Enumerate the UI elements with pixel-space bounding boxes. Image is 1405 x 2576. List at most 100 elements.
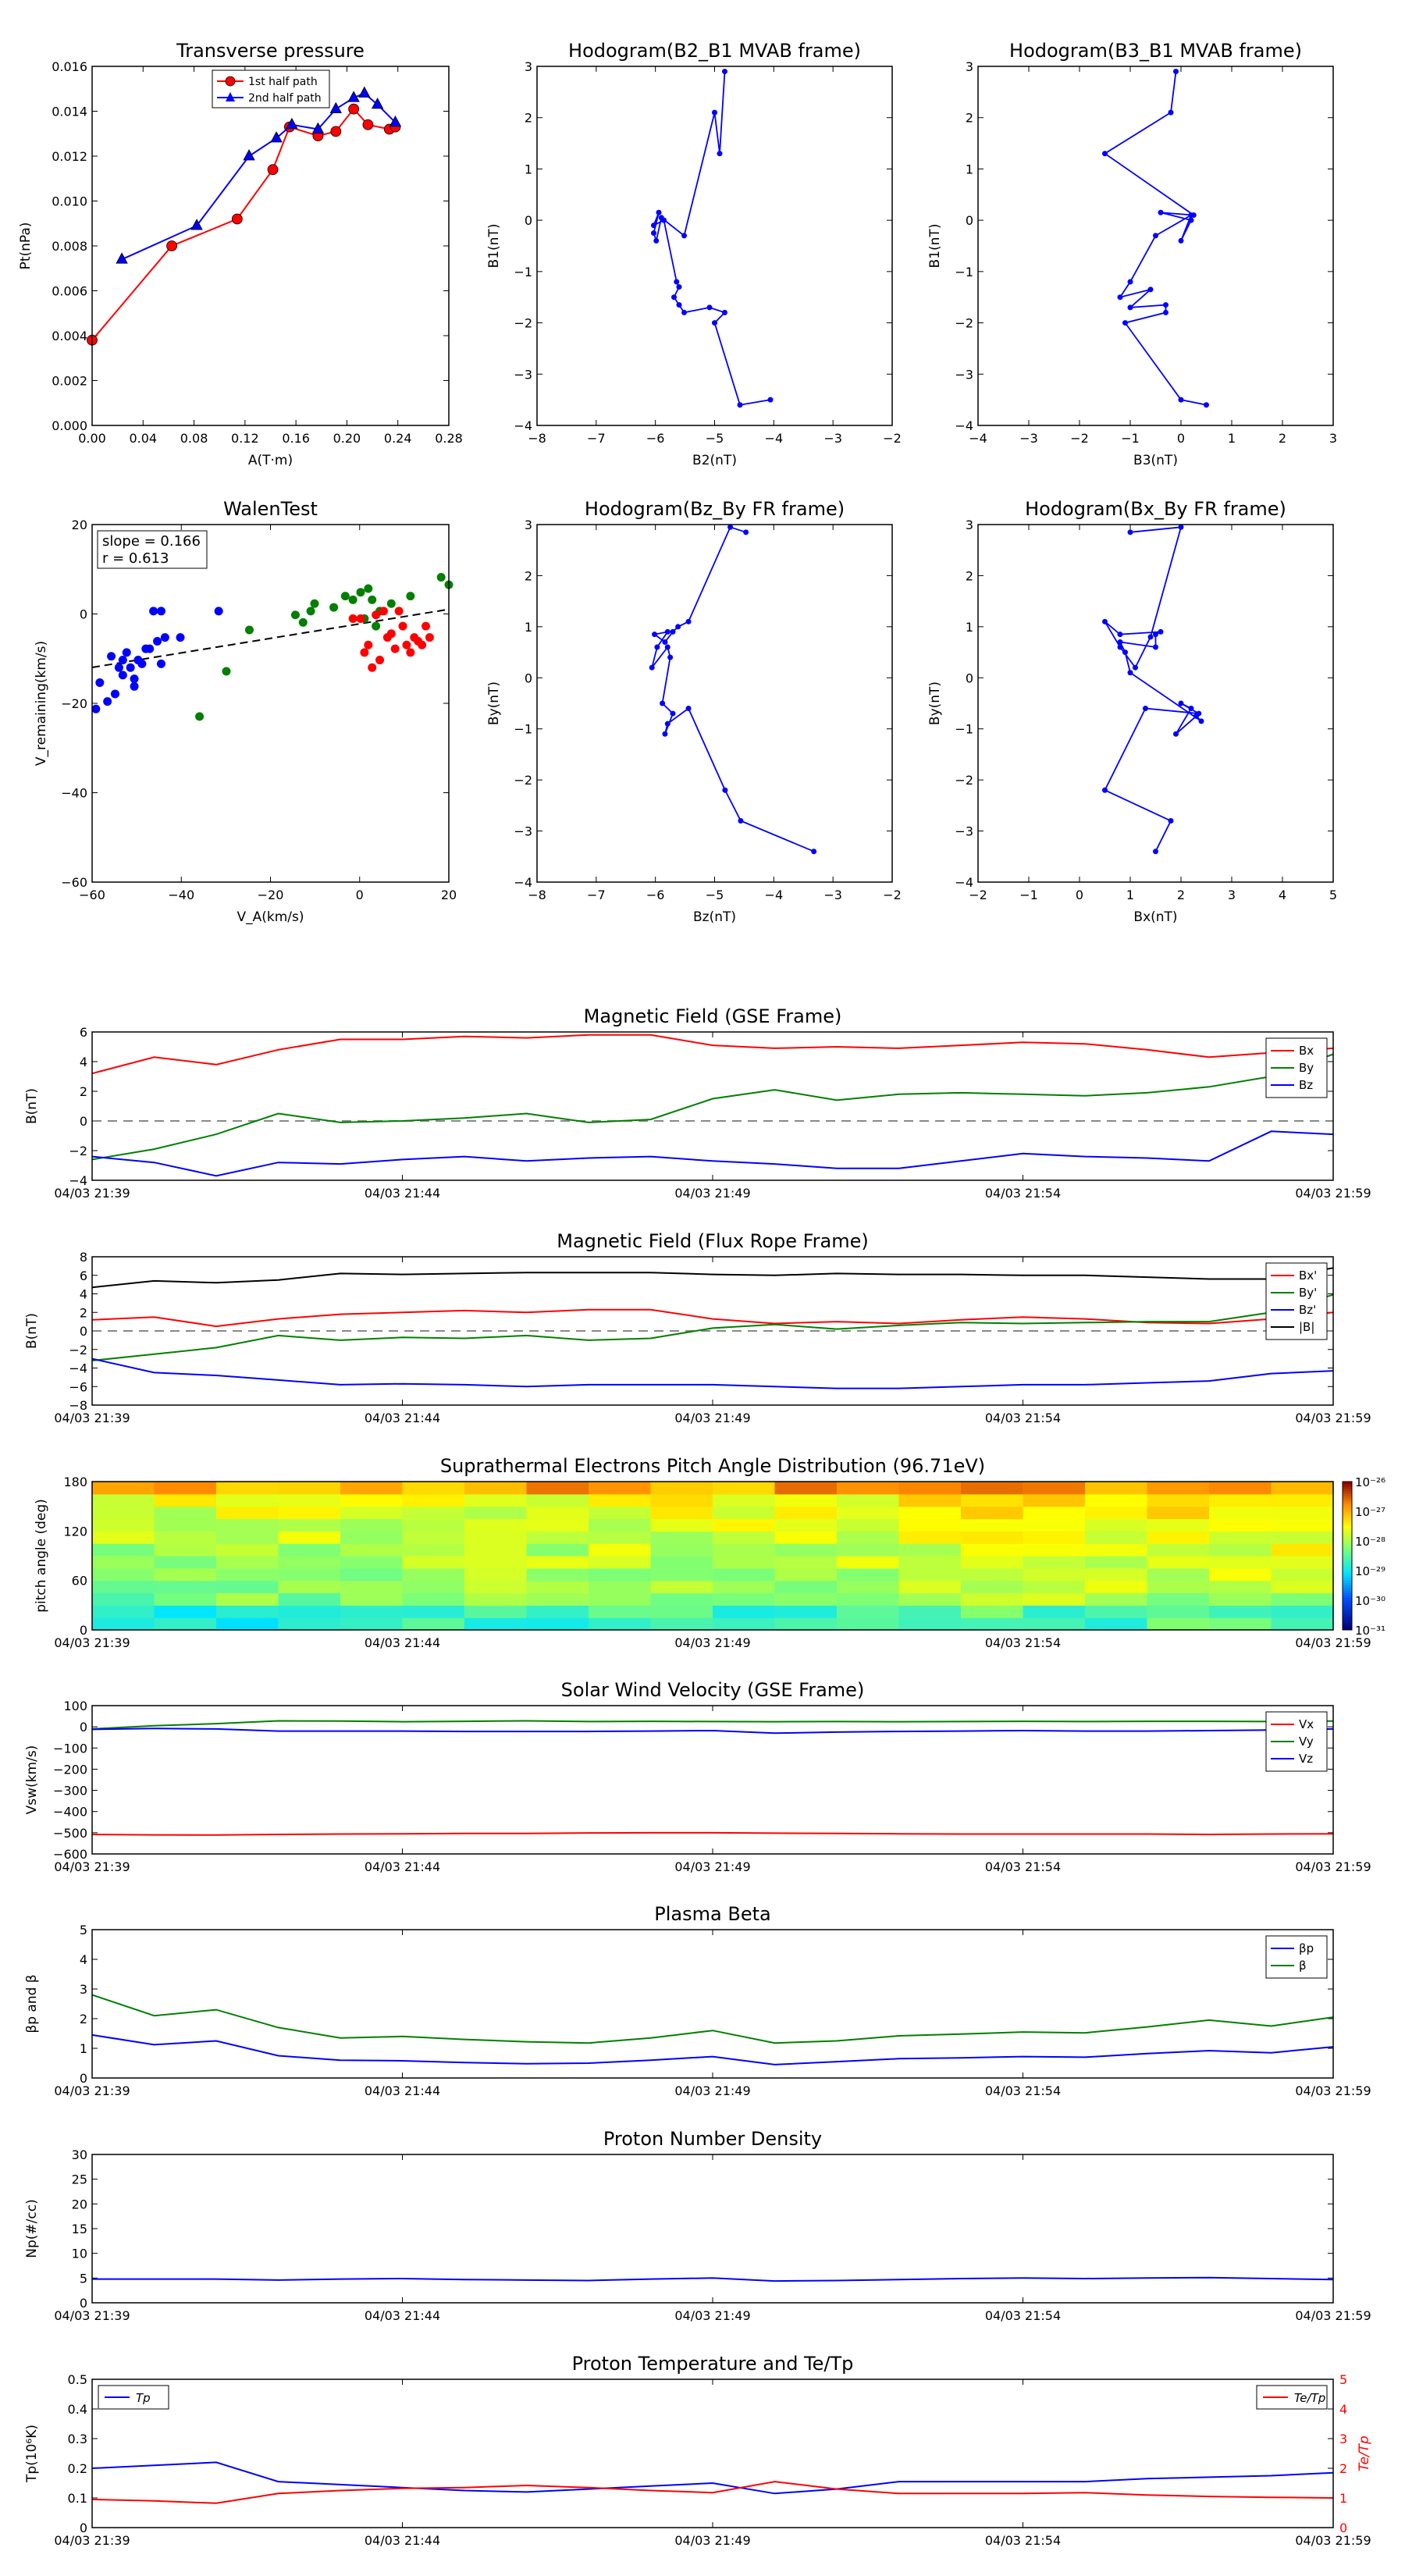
heatmap-cell: [1271, 1592, 1334, 1606]
heatmap-cell: [340, 1506, 404, 1520]
heatmap-cell: [154, 1567, 217, 1582]
heatmap-cell: [340, 1580, 404, 1594]
y-tick-label: 0: [80, 2521, 87, 2535]
heatmap-cell: [1147, 1506, 1210, 1520]
heatmap-cell: [650, 1506, 713, 1520]
colorbar-segment: [1343, 1528, 1352, 1532]
heatmap-cell: [92, 1605, 155, 1618]
heatmap-cell: [774, 1617, 838, 1631]
heatmap-cell: [1209, 1518, 1272, 1532]
colorbar-segment: [1343, 1533, 1352, 1537]
panel-h4: Hodogram(Bx_By FR frame) −4 −3 −2 −1 0 1 2 3 −2 −1…: [927, 498, 1337, 925]
panel-title: Hodogram(Bx_By FR frame): [1025, 498, 1286, 520]
heatmap-cell: [837, 1506, 900, 1520]
heatmap-cell: [526, 1506, 589, 1520]
y-tick-label: 2: [80, 2012, 87, 2026]
series-line: [91, 1994, 1334, 2044]
plot-frame: [977, 524, 1334, 883]
heatmap-cell: [1209, 1493, 1272, 1507]
data-point: [243, 149, 255, 161]
heatmap-cell: [216, 1506, 279, 1520]
heatmap-cell: [1085, 1617, 1148, 1631]
series-line: [91, 1053, 1334, 1161]
y-tick-label: 2: [525, 568, 532, 583]
y-tick-label: −3: [955, 367, 973, 382]
y-tick-label: 60: [72, 1574, 87, 1589]
colorbar-segment: [1343, 1617, 1352, 1621]
heatmap-cell: [216, 1543, 279, 1557]
heatmap-cell: [216, 1482, 279, 1495]
heatmap-cell: [1085, 1543, 1148, 1557]
heatmap-cell: [837, 1567, 900, 1582]
series-line: [91, 2481, 1334, 2504]
heatmap-cell: [464, 1493, 528, 1507]
heatmap-cell: [774, 1518, 838, 1532]
heatmap-cell: [1085, 1556, 1148, 1569]
x-tick-label: 04/03 21:54: [985, 1186, 1061, 1201]
annotation-box: [97, 530, 208, 569]
heatmap-cell: [650, 1482, 713, 1495]
panel-mfgse: Magnetic Field (GSE Frame) −4 −2 0 2 4 6 04/03 …: [24, 1005, 1371, 1201]
heatmap-cell: [713, 1617, 776, 1631]
x-tick-label: 04/03 21:39: [54, 2308, 130, 2323]
y-axis-label: B1(nT): [927, 224, 943, 269]
heatmap-cell: [713, 1482, 776, 1495]
heatmap-cell: [774, 1567, 838, 1582]
data-point: [1178, 700, 1184, 706]
x-tick-label: −7: [587, 431, 606, 446]
data-point: [712, 109, 717, 116]
heatmap-cell: [1209, 1482, 1272, 1495]
y-tick-label: −6: [69, 1379, 87, 1394]
colorbar-segment: [1343, 1489, 1352, 1493]
data-point: [676, 302, 682, 308]
data-point: [436, 572, 446, 582]
x-tick-label: −2: [883, 888, 902, 902]
legend-label: By': [1299, 1286, 1317, 1300]
series-line: [91, 1293, 1334, 1361]
colorbar-segment: [1343, 1514, 1352, 1517]
x-tick-label: 04/03 21:59: [1295, 1859, 1371, 1874]
heatmap-cell: [278, 1531, 341, 1544]
colorbar-segment: [1343, 1603, 1352, 1606]
heatmap-cell: [1209, 1556, 1272, 1569]
data-point: [368, 595, 377, 604]
heatmap-cell: [1147, 1531, 1210, 1544]
data-point: [116, 252, 128, 264]
data-point: [767, 397, 774, 403]
heatmap-cell: [774, 1556, 838, 1569]
data-point: [653, 237, 660, 244]
panel-h3: Hodogram(Bz_By FR frame) −4 −3 −2 −1 0 1 2 3 −8 −7…: [486, 498, 902, 925]
y-tick-label: 0.012: [52, 149, 87, 164]
heatmap-cell: [1085, 1493, 1148, 1507]
colorbar-segment: [1343, 1620, 1352, 1623]
x-axis-label: V_A(km/s): [237, 909, 304, 925]
data-point: [306, 607, 315, 616]
y-tick-label: −2: [69, 1144, 87, 1158]
x-tick-label: 0.16: [282, 431, 310, 446]
heatmap-cell: [898, 1605, 962, 1618]
panel-mffr: Magnetic Field (Flux Rope Frame) −8 −6 −4 −2…: [24, 1230, 1371, 1425]
data-point: [1117, 632, 1123, 638]
data-point: [130, 674, 139, 684]
colorbar-segment: [1343, 1605, 1352, 1608]
x-tick-label: 04/03 21:39: [54, 2533, 130, 2548]
colorbar-segment: [1343, 1560, 1352, 1564]
heatmap-cell: [216, 1617, 279, 1631]
x-tick-label: −8: [528, 431, 546, 446]
data-point: [1153, 849, 1158, 855]
colorbar-segment: [1343, 1543, 1352, 1546]
x-tick-label: 04/03 21:54: [985, 2083, 1061, 2098]
heatmap-cell: [340, 1493, 404, 1507]
series-line: [91, 1308, 1334, 1328]
data-point: [244, 625, 254, 635]
heatmap-cell: [1147, 1617, 1210, 1631]
y-tick-label: −40: [61, 786, 87, 801]
data-point: [652, 632, 658, 638]
y-tick-label: −4: [514, 875, 532, 890]
heatmap-cell: [402, 1531, 465, 1544]
panel-tp: Proton Temperature and Te/Tp 0 0.1 0.2 0.3 0.…: [24, 2353, 1372, 2548]
legend-marker: [226, 92, 235, 101]
data-point: [166, 240, 177, 251]
y-tick-label: 0.004: [52, 329, 87, 343]
